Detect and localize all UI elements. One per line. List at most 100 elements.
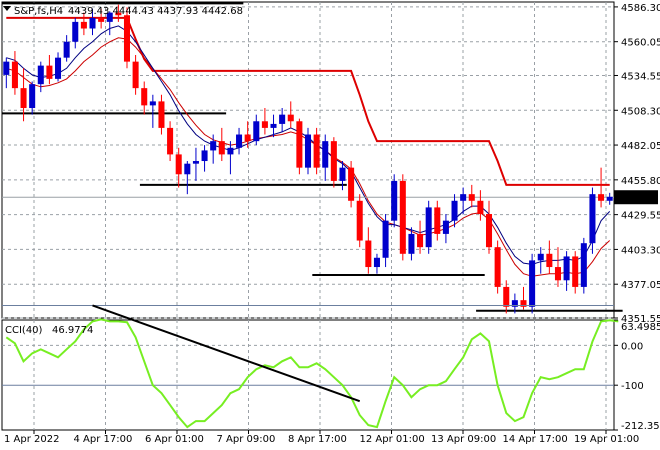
candle-body [63, 41, 70, 58]
time-tick-label: 8 Apr 17:00 [288, 434, 347, 445]
candle-body [158, 101, 165, 128]
price-panel: 4586.30 4560.05 4534.55 4508.30 4482.05 4455.… [1, 1, 660, 325]
candle-body [503, 286, 510, 307]
time-tick-label: 13 Apr 09:00 [431, 434, 496, 445]
candle-body [184, 163, 191, 175]
candle-body [322, 141, 329, 168]
ohlc-values: 4439.43 4444.43 4437.93 4442.68 [68, 6, 243, 17]
candle-body [460, 194, 467, 201]
cci-tick-label: 0.00 [621, 341, 643, 352]
candle-body [606, 196, 613, 201]
candle-body [348, 167, 355, 201]
candle-body [287, 114, 294, 122]
candle-body [89, 17, 96, 29]
candle-body [537, 253, 544, 261]
candle-body [485, 214, 493, 248]
candle-body [408, 233, 415, 254]
candle-body [167, 127, 174, 155]
candle-body [451, 200, 458, 221]
price-grid [2, 2, 614, 319]
candle-body [218, 141, 225, 155]
candle-body [72, 21, 79, 42]
cci-grid [2, 304, 614, 430]
candle-body [546, 253, 553, 268]
candle-body [29, 84, 36, 109]
candle-body [339, 167, 346, 181]
candle-body [572, 256, 579, 287]
candle-body [391, 180, 398, 221]
time-tick-label: 1 Apr 2022 [4, 434, 59, 445]
candle-body [529, 260, 536, 307]
candle-body [3, 61, 10, 75]
candle-body [106, 12, 113, 22]
price-axis: 4586.30 4560.05 4534.55 4508.30 4482.05 4455.… [614, 3, 660, 325]
time-tick-label: 7 Apr 09:00 [217, 434, 276, 445]
price-tick-label: 4377.05 [621, 280, 660, 291]
candle-body [598, 194, 605, 201]
price-tick-label: 4403.30 [621, 245, 660, 256]
candle-body [399, 180, 406, 254]
candle-body [356, 200, 363, 241]
candle-body [563, 256, 570, 281]
price-tick-label: 4455.80 [621, 176, 660, 187]
time-tick-label: 19 Apr 01:00 [574, 434, 639, 445]
price-tick-label: 4351.55 [621, 314, 660, 325]
time-tick-label: 6 Apr 01:00 [145, 434, 204, 445]
cci-tick-label: -100 [621, 381, 644, 392]
time-axis: 1 Apr 2022 4 Apr 17:00 6 Apr 01:00 7 Apr 09… [4, 430, 639, 445]
candle-body [37, 65, 44, 85]
cci-tick-label: 63.4985 [621, 322, 660, 333]
candle-body [46, 65, 53, 79]
candle-body [55, 57, 62, 79]
candle-body [115, 12, 122, 16]
candle-body [477, 200, 484, 215]
candle-body [244, 134, 251, 142]
cci-trendline [92, 304, 361, 403]
candle-body [511, 300, 518, 307]
cci-panel-frame [1, 319, 615, 431]
chart-symbol: S&P,fs,H4 [14, 6, 63, 17]
candle-body [227, 147, 234, 155]
cci-indicator-name: CCI(40) [5, 325, 43, 336]
chart-menu-icon[interactable] [3, 6, 11, 11]
cci-current-value: 46.9774 [52, 325, 93, 336]
candle-body [417, 233, 424, 248]
candle-body [468, 194, 475, 201]
candle-body [382, 220, 389, 258]
cci-axis: 63.4985 0.00 -100 -212.3515 [614, 319, 660, 432]
candle-body [520, 300, 527, 307]
candle-body [149, 101, 156, 106]
cci-line [5, 318, 619, 429]
candle-body [20, 88, 27, 109]
candle-body [210, 141, 217, 151]
cci-lines [5, 304, 619, 429]
candle-body [261, 121, 268, 128]
candles [3, 4, 613, 314]
candle-body [201, 150, 208, 162]
candle-body [304, 134, 312, 168]
candle-body [580, 243, 587, 287]
cci-header: CCI(40) 46.9774 [5, 325, 93, 336]
chart-header: S&P,fs,H4 4439.43 4444.43 4437.93 4442.6… [3, 6, 243, 17]
time-tick-label: 4 Apr 17:00 [74, 434, 133, 445]
candle-body [132, 61, 139, 89]
candle-body [98, 17, 105, 22]
candle-body [11, 61, 18, 89]
candle-body [123, 15, 131, 62]
price-tick-label: 4586.30 [621, 3, 660, 14]
price-tick-label: 4560.05 [621, 38, 660, 49]
current-price-label: 4442.68 [617, 193, 658, 204]
candle-body [175, 154, 182, 175]
price-tick-label: 4534.55 [621, 71, 660, 82]
candle-body [313, 134, 320, 168]
candle-body [365, 240, 372, 268]
candle-body [141, 88, 148, 106]
time-tick-label: 12 Apr 01:00 [360, 434, 425, 445]
candle-body [425, 207, 432, 248]
cci-tick-label: -212.3515 [621, 421, 660, 432]
candle-body [494, 247, 501, 287]
time-tick-label: 14 Apr 17:00 [503, 434, 568, 445]
cci-panel: 63.4985 0.00 -100 -212.3515 CCI(40) 46.9774 [1, 304, 660, 432]
candle-body [434, 207, 441, 234]
